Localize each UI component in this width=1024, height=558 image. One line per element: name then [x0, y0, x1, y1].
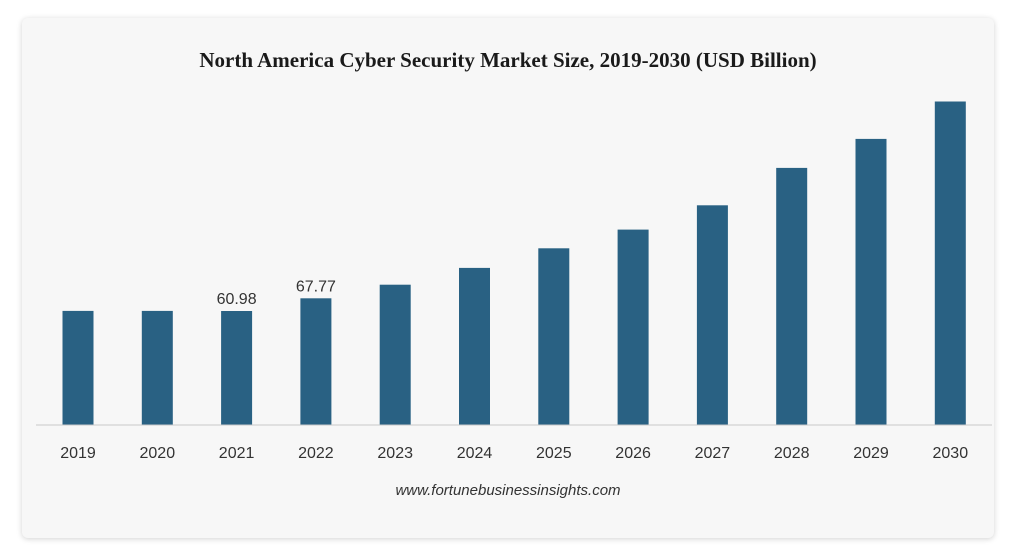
bar-2030 — [934, 101, 966, 425]
bar-2021 — [221, 311, 253, 425]
bar-2024 — [459, 267, 490, 425]
x-tick-label-2022: 2022 — [298, 445, 334, 462]
x-tick-label-2029: 2029 — [853, 445, 889, 462]
source-credit: www.fortunebusinessinsights.com — [395, 482, 621, 499]
x-tick-label-2020: 2020 — [140, 445, 176, 462]
bar-2026 — [617, 229, 649, 425]
data-labels-group: 60.98 67.77 — [217, 278, 336, 308]
chart-title: North America Cyber Security Market Size… — [199, 48, 817, 72]
x-tick-label-2025: 2025 — [536, 445, 572, 462]
x-tick-label-2028: 2028 — [774, 445, 810, 462]
data-label-2022: 67.77 — [296, 278, 336, 295]
bar-2022 — [300, 298, 332, 425]
x-tick-label-2030: 2030 — [933, 445, 969, 462]
x-tick-label-2021: 2021 — [219, 445, 255, 462]
bar-2027 — [696, 205, 728, 425]
data-label-2021: 60.98 — [217, 291, 257, 308]
x-tick-label-2024: 2024 — [457, 445, 493, 462]
x-tick-label-2023: 2023 — [377, 445, 413, 462]
bar-2020 — [141, 310, 173, 425]
bar-2028 — [776, 167, 808, 425]
bar-2025 — [538, 248, 570, 425]
x-tick-label-2027: 2027 — [695, 445, 731, 462]
bar-2029 — [855, 138, 887, 425]
bar-2023 — [379, 284, 411, 425]
bars-group — [62, 101, 966, 425]
x-tick-label-2019: 2019 — [60, 445, 96, 462]
x-tick-label-2026: 2026 — [615, 445, 651, 462]
x-tick-labels-group: 2019 2020 2021 2022 2023 2024 2025 2026 2027 2028… — [60, 445, 968, 462]
bar-2019 — [62, 310, 94, 425]
chart-card: North America Cyber Security Market Size… — [22, 18, 994, 538]
